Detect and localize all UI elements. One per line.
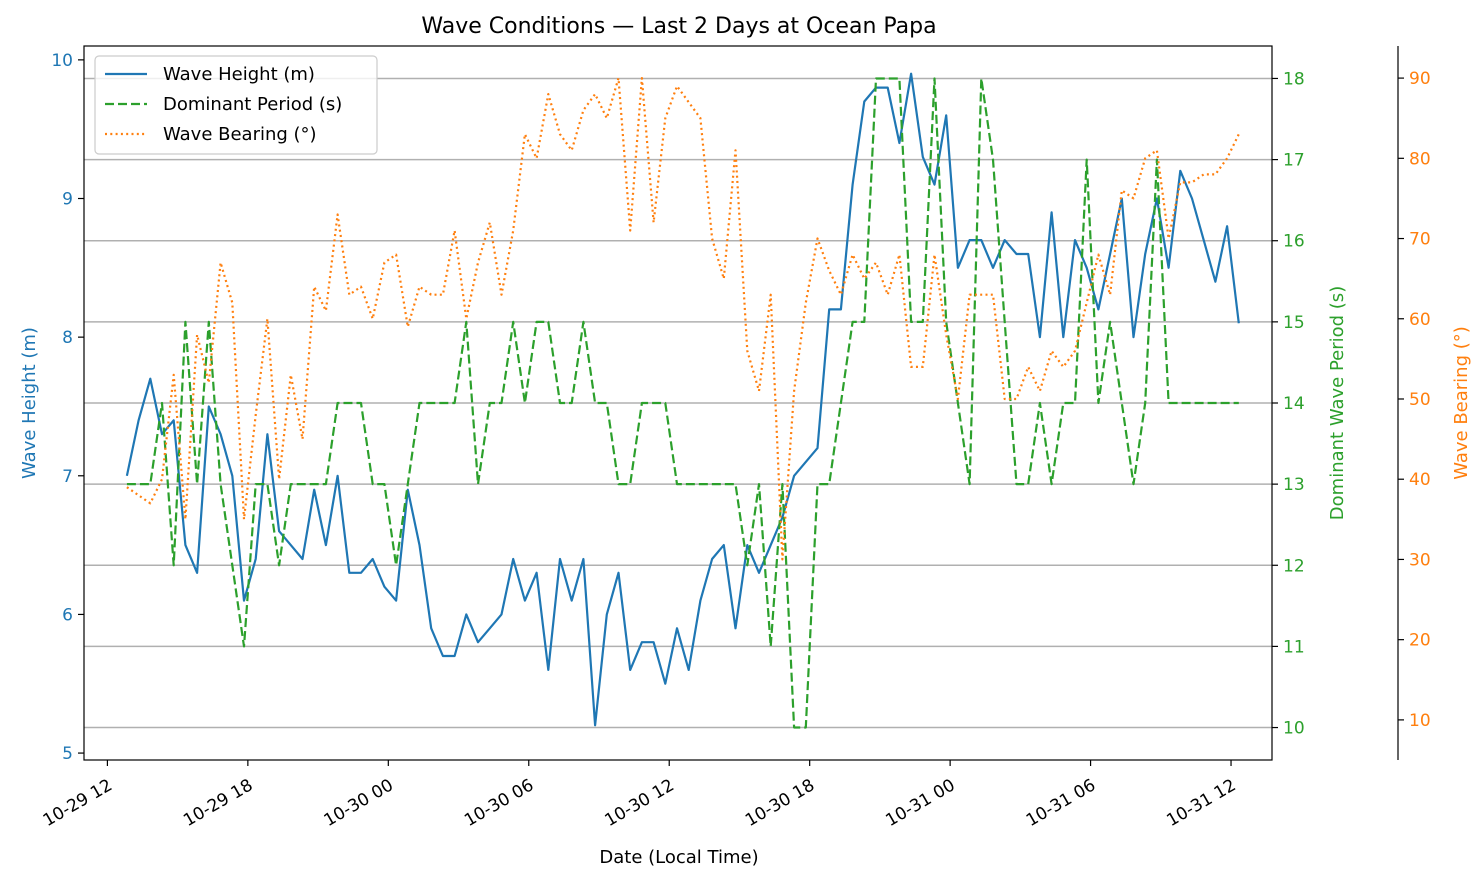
y-axis-title: Wave Height (m) xyxy=(19,327,40,479)
y-tick-label: 40 xyxy=(1409,470,1431,490)
y-tick-label: 14 xyxy=(1283,394,1305,414)
series-lines xyxy=(125,72,1240,729)
legend-box xyxy=(94,55,378,155)
y-tick-label: 12 xyxy=(1283,556,1305,576)
chart-title: Wave Conditions — Last 2 Days at Ocean P… xyxy=(421,14,936,39)
x-tick-label: 10-31 00 xyxy=(882,775,958,831)
x-tick-label: 10-30 18 xyxy=(742,775,818,831)
y-axis-title: Dominant Wave Period (s) xyxy=(1327,286,1348,520)
series-line xyxy=(126,77,1239,729)
x-tick-label: 10-31 12 xyxy=(1163,775,1239,831)
y-tick-label: 80 xyxy=(1409,149,1431,169)
y-axis-title: Wave Bearing (°) xyxy=(1451,326,1472,480)
legend: Wave Height (m) Dominant Period (s) Wave B… xyxy=(94,55,378,155)
y-tick-label: 8 xyxy=(62,328,73,348)
y-tick-label: 30 xyxy=(1409,550,1431,570)
y-tick-label: 20 xyxy=(1409,631,1431,651)
x-tick-label: 10-30 00 xyxy=(321,775,397,831)
legend-label: Wave Height (m) xyxy=(163,64,315,85)
legend-label: Dominant Period (s) xyxy=(163,94,342,115)
y-tick-label: 50 xyxy=(1409,390,1431,410)
gridlines xyxy=(84,77,1272,729)
y-tick-label: 5 xyxy=(62,744,73,764)
y-tick-label: 7 xyxy=(62,467,73,487)
y-tick-label: 10 xyxy=(1409,711,1431,731)
y-tick-label: 10 xyxy=(51,51,73,71)
y-tick-label: 11 xyxy=(1283,637,1305,657)
y-tick-label: 9 xyxy=(62,190,73,210)
y-tick-label: 70 xyxy=(1409,230,1431,250)
x-tick-label: 10-29 18 xyxy=(180,775,256,831)
x-tick-label: 10-30 12 xyxy=(602,775,678,831)
y-tick-label: 17 xyxy=(1283,151,1305,171)
series-line xyxy=(125,72,1240,727)
y-tick-label: 13 xyxy=(1283,475,1305,495)
y-tick-label: 15 xyxy=(1283,313,1305,333)
legend-label: Wave Bearing (°) xyxy=(163,124,317,145)
y-tick-label: 10 xyxy=(1283,719,1305,739)
y-tick-label: 6 xyxy=(62,605,73,625)
y-tick-label: 16 xyxy=(1283,232,1305,252)
x-tick-label: 10-30 06 xyxy=(461,775,537,831)
x-tick-label: 10-29 12 xyxy=(40,775,116,831)
axes: 10-29 12 10-29 18 10-30 00 10-30 06 10-30 12… xyxy=(19,45,1472,831)
x-tick-label: 10-31 06 xyxy=(1023,775,1099,831)
y-tick-label: 60 xyxy=(1409,310,1431,330)
y-tick-label: 90 xyxy=(1409,69,1431,89)
x-axis-title: Date (Local Time) xyxy=(599,847,758,868)
y-tick-label: 18 xyxy=(1283,69,1305,89)
